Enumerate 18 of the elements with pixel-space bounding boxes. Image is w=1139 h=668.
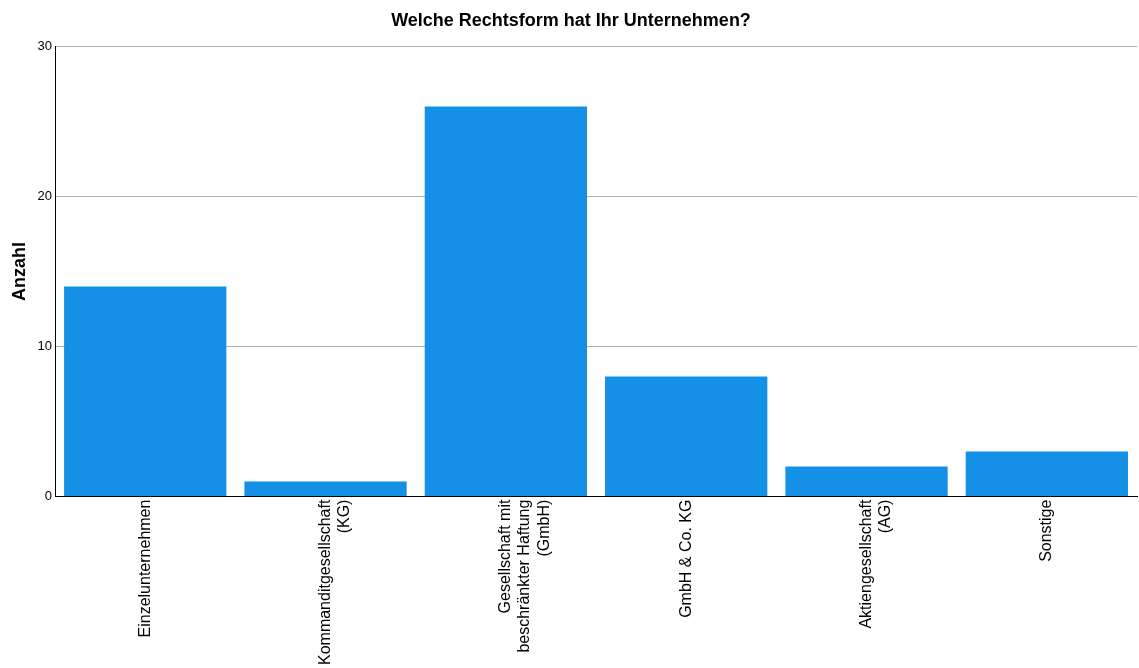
x-tick-label: Sonstige xyxy=(1037,499,1055,562)
bar xyxy=(244,481,407,497)
x-tick-label: Gesellschaft mit beschränkter Haftung (GmbH) xyxy=(496,499,552,653)
y-tick-label: 20 xyxy=(37,188,53,204)
x-tick-label: GmbH & Co. KG xyxy=(676,499,694,618)
y-axis-title: Anzahl xyxy=(8,242,29,302)
y-tick-label: 30 xyxy=(37,38,53,54)
x-tick-label: Kommanditgesellschaft (KG) xyxy=(315,499,353,666)
bar xyxy=(605,376,768,497)
bar xyxy=(785,466,948,497)
x-tick-label: Einzelunternehmen xyxy=(135,499,153,638)
y-tick-label: 10 xyxy=(37,338,53,354)
chart-title: Welche Rechtsform hat Ihr Unternehmen? xyxy=(391,9,751,30)
bar xyxy=(64,286,227,497)
y-tick-label: 0 xyxy=(44,488,53,504)
bar xyxy=(965,451,1128,497)
x-tick-label: Aktiengesellschaft (AG) xyxy=(856,499,894,629)
bar xyxy=(424,106,588,497)
